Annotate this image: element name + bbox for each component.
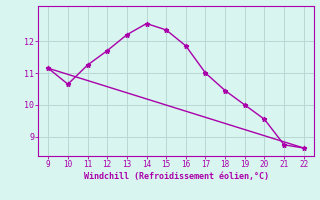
X-axis label: Windchill (Refroidissement éolien,°C): Windchill (Refroidissement éolien,°C) [84,172,268,181]
